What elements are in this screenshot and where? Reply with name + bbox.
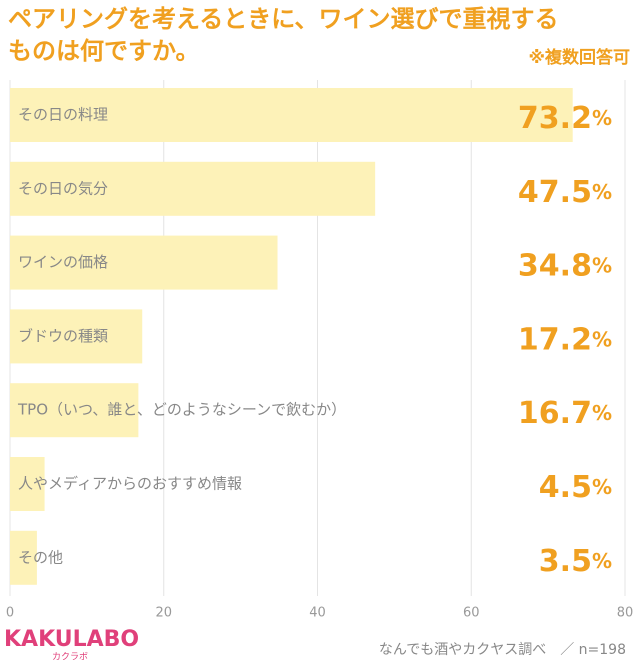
bar: [10, 530, 37, 585]
value-label: 4.5%: [539, 470, 612, 505]
value-label: 17.2%: [518, 322, 612, 357]
category-label: その他: [18, 548, 63, 566]
value-label: 34.8%: [518, 248, 612, 283]
bar: [10, 309, 143, 364]
value-label: 3.5%: [539, 543, 612, 578]
x-tick-label: 40: [309, 606, 326, 621]
category-label: TPO（いつ、誰と、どのようなシーンで飲むか）: [17, 401, 346, 419]
category-label: その日の料理: [18, 106, 108, 124]
bar: [10, 161, 376, 216]
chart-subtitle: ※複数回答可: [528, 47, 630, 68]
bar: [10, 235, 278, 290]
x-tick-label: 60: [463, 606, 480, 621]
category-label: 人やメディアからのおすすめ情報: [18, 475, 242, 493]
category-label: ブドウの種類: [18, 327, 108, 345]
chart-title-line: ものは何ですか。: [8, 37, 200, 65]
bar: [10, 383, 139, 438]
logo-sub: カクラボ: [52, 652, 88, 662]
source: なんでも酒やカクヤス調べ ／ n=198: [379, 642, 626, 658]
x-tick-label: 20: [155, 606, 172, 621]
logo: KAKULABO: [4, 627, 139, 652]
x-tick-label: 80: [617, 606, 634, 621]
bar: [10, 457, 45, 511]
category-label: その日の気分: [18, 179, 108, 197]
category-label: ワインの価格: [18, 253, 108, 271]
value-label: 73.2%: [518, 101, 612, 136]
bar: [10, 88, 573, 142]
x-tick-label: 0: [6, 606, 14, 621]
chart-title-line: ペアリングを考えるときに、ワイン選びで重視する: [8, 5, 559, 33]
value-label: 47.5%: [518, 174, 612, 209]
value-label: 16.7%: [518, 396, 612, 431]
